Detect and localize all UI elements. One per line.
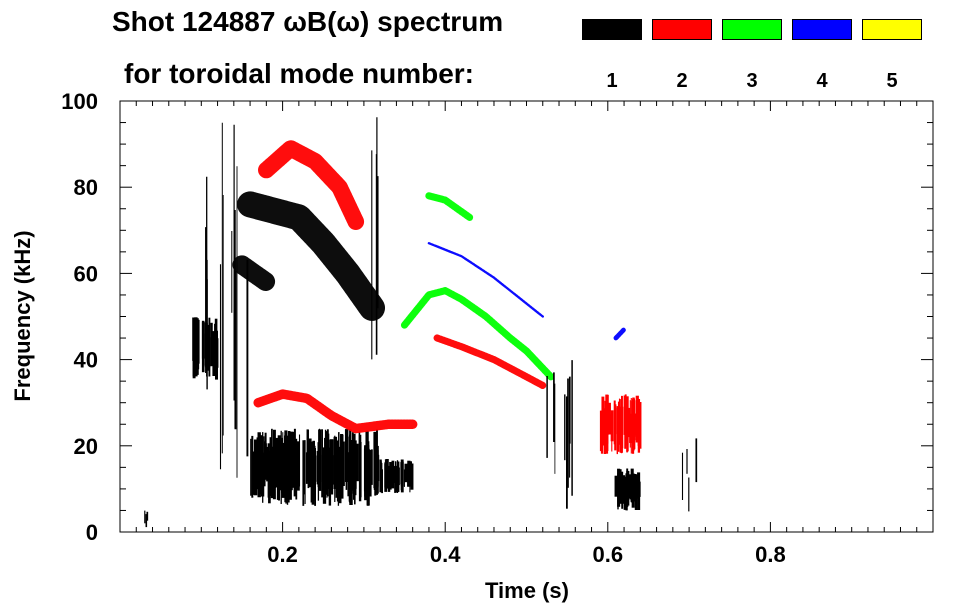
chart-title-line1: Shot 124887 ωB(ω) spectrum	[112, 6, 504, 37]
y-tick-label: 100	[61, 89, 98, 114]
legend-swatch-2	[652, 19, 712, 40]
chart-marks	[144, 117, 698, 528]
y-axis-title: Frequency (kHz)	[10, 230, 35, 401]
series-n4	[427, 242, 627, 341]
y-tick-label: 20	[74, 434, 98, 459]
series-n1-region-3	[379, 459, 414, 494]
legend-label-4: 4	[816, 70, 828, 92]
series-n3-band-0	[400, 287, 555, 381]
series-n2-band-2	[433, 334, 547, 390]
plot-frame	[119, 100, 934, 533]
series-n3	[400, 192, 555, 381]
x-tick-label: 0.8	[755, 542, 786, 567]
broadband-streaks	[144, 117, 698, 528]
series-n2	[253, 140, 642, 455]
series-n1-region-5	[614, 468, 641, 511]
series-n1-band-0	[237, 191, 386, 321]
series-n2-band-0	[258, 140, 365, 230]
y-tick-label: 40	[74, 348, 98, 373]
legend-label-3: 3	[746, 70, 758, 92]
x-tick-label: 0.6	[593, 542, 624, 567]
x-tick-label: 0.2	[267, 542, 298, 567]
legend-label-5: 5	[886, 70, 898, 92]
chart-title-line2: for toroidal mode number:	[124, 58, 474, 89]
chart-axes: 0.2 0.4 0.6 0.8 0 20 40 60 80 100	[61, 89, 934, 567]
series-n2-band-1	[253, 389, 418, 434]
series-n2-region-3	[599, 394, 642, 455]
x-axis-title: Time (s)	[485, 578, 569, 603]
y-tick-label: 0	[86, 520, 98, 545]
series-n4-band-1	[613, 327, 627, 341]
legend-swatch-4	[792, 19, 852, 40]
series-n1-region-2	[250, 428, 380, 506]
legend-swatch-3	[722, 19, 782, 40]
series-n3-band-1	[425, 192, 474, 221]
legend-label-2: 2	[676, 70, 688, 92]
legend-label-1: 1	[606, 70, 618, 92]
y-tick-label: 60	[74, 261, 98, 286]
series-n4-band-0	[427, 242, 544, 318]
y-tick-label: 80	[74, 175, 98, 200]
series-n1-band-1	[232, 255, 276, 292]
legend-swatch-1	[582, 19, 642, 40]
x-tick-label: 0.4	[430, 542, 461, 567]
legend-swatch-5	[862, 19, 922, 40]
